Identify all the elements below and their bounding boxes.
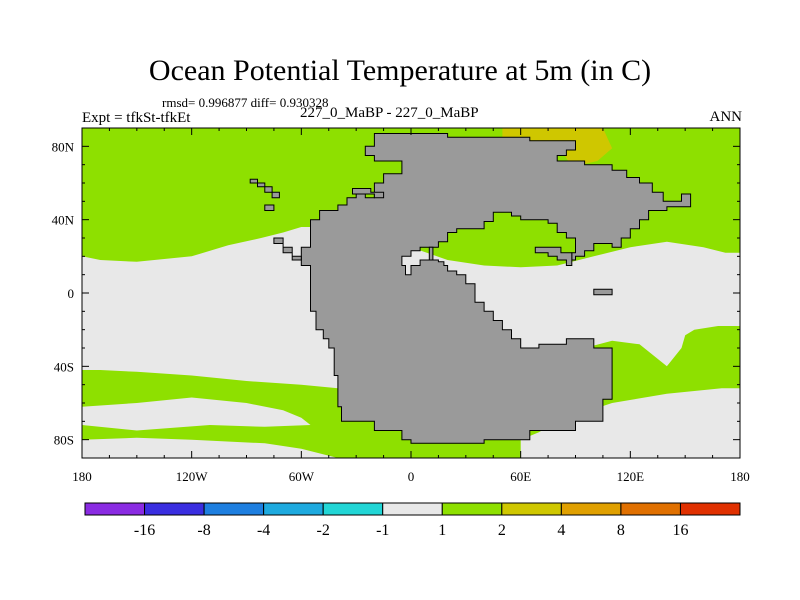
- colorbar-bin-9: [620, 502, 681, 516]
- colorbar-bin-3: [263, 502, 324, 516]
- colorbar-label-2: -4: [257, 522, 270, 539]
- axis-ticks: 180 120W 60W 0 60E 120E 180 80N 40N 0 40S 80S: [52, 128, 750, 484]
- y-tick-label-4: 80S: [54, 433, 74, 448]
- colorbar-bin-4: [322, 502, 384, 516]
- land-north-island: [352, 188, 385, 199]
- chart-subtitle: 227_0_MaBP - 227_0_MaBP: [300, 105, 479, 121]
- colorbar-label-1: -8: [197, 522, 210, 539]
- x-tick-label-2: 60W: [289, 469, 315, 484]
- land-small-equatorial-island: [593, 288, 613, 296]
- colorbar: -16 -8 -4 -2 -1 1 2 4 8 16: [84, 502, 741, 539]
- land-west-coast-island: [273, 237, 302, 261]
- x-tick-label-5: 120E: [617, 469, 645, 484]
- region-antarctic-coast-white: [82, 437, 338, 458]
- region-southern-ocean-white-east: [520, 388, 740, 458]
- colorbar-bin-7: [501, 502, 562, 516]
- colorbar-bin-1: [144, 502, 205, 516]
- colorbar-bin-8: [560, 502, 622, 516]
- land-bay-island: [428, 246, 434, 261]
- x-tick-label-0: 180: [72, 469, 92, 484]
- colorbar-bin-5: [382, 502, 443, 516]
- land-east-island: [534, 246, 573, 266]
- y-tick-label-1: 40N: [52, 213, 75, 228]
- chart-title: Ocean Potential Temperature at 5m (in C): [148, 54, 652, 87]
- x-tick-label-6: 180: [730, 469, 750, 484]
- experiment-label: Expt = tfkSt-tfkEt: [82, 110, 191, 126]
- colorbar-label-9: 16: [672, 522, 688, 539]
- colorbar-bin-6: [441, 502, 503, 516]
- y-tick-label-0: 80N: [52, 139, 75, 154]
- colorbar-label-8: 8: [617, 522, 625, 539]
- colorbar-label-5: 1: [438, 522, 446, 539]
- colorbar-bin-0: [84, 502, 146, 516]
- colorbar-label-6: 2: [498, 522, 506, 539]
- land-nw-island-2: [264, 204, 275, 211]
- y-tick-label-3: 40S: [54, 359, 74, 374]
- land-nw-island-1: [249, 178, 280, 199]
- region-west-patch: [82, 311, 86, 319]
- x-tick-label-4: 60E: [510, 469, 531, 484]
- colorbar-bin-2: [203, 502, 265, 516]
- colorbar-bin-10: [679, 502, 741, 516]
- colorbar-label-7: 4: [557, 522, 565, 539]
- region-southern-ocean-white: [82, 397, 311, 431]
- colorbar-label-4: -1: [376, 522, 389, 539]
- land-mask: [249, 133, 692, 444]
- stats-text: rmsd= 0.996877 diff= 0.930328: [162, 95, 329, 110]
- x-tick-label-3: 0: [408, 469, 415, 484]
- y-tick-label-2: 0: [68, 286, 75, 301]
- land-main-continent: [300, 133, 692, 444]
- colorbar-label-3: -2: [317, 522, 330, 539]
- region-sw-pacific-green: [666, 327, 740, 367]
- season-label: ANN: [709, 109, 743, 125]
- x-tick-label-1: 120W: [176, 469, 209, 484]
- colorbar-label-0: -16: [134, 522, 155, 539]
